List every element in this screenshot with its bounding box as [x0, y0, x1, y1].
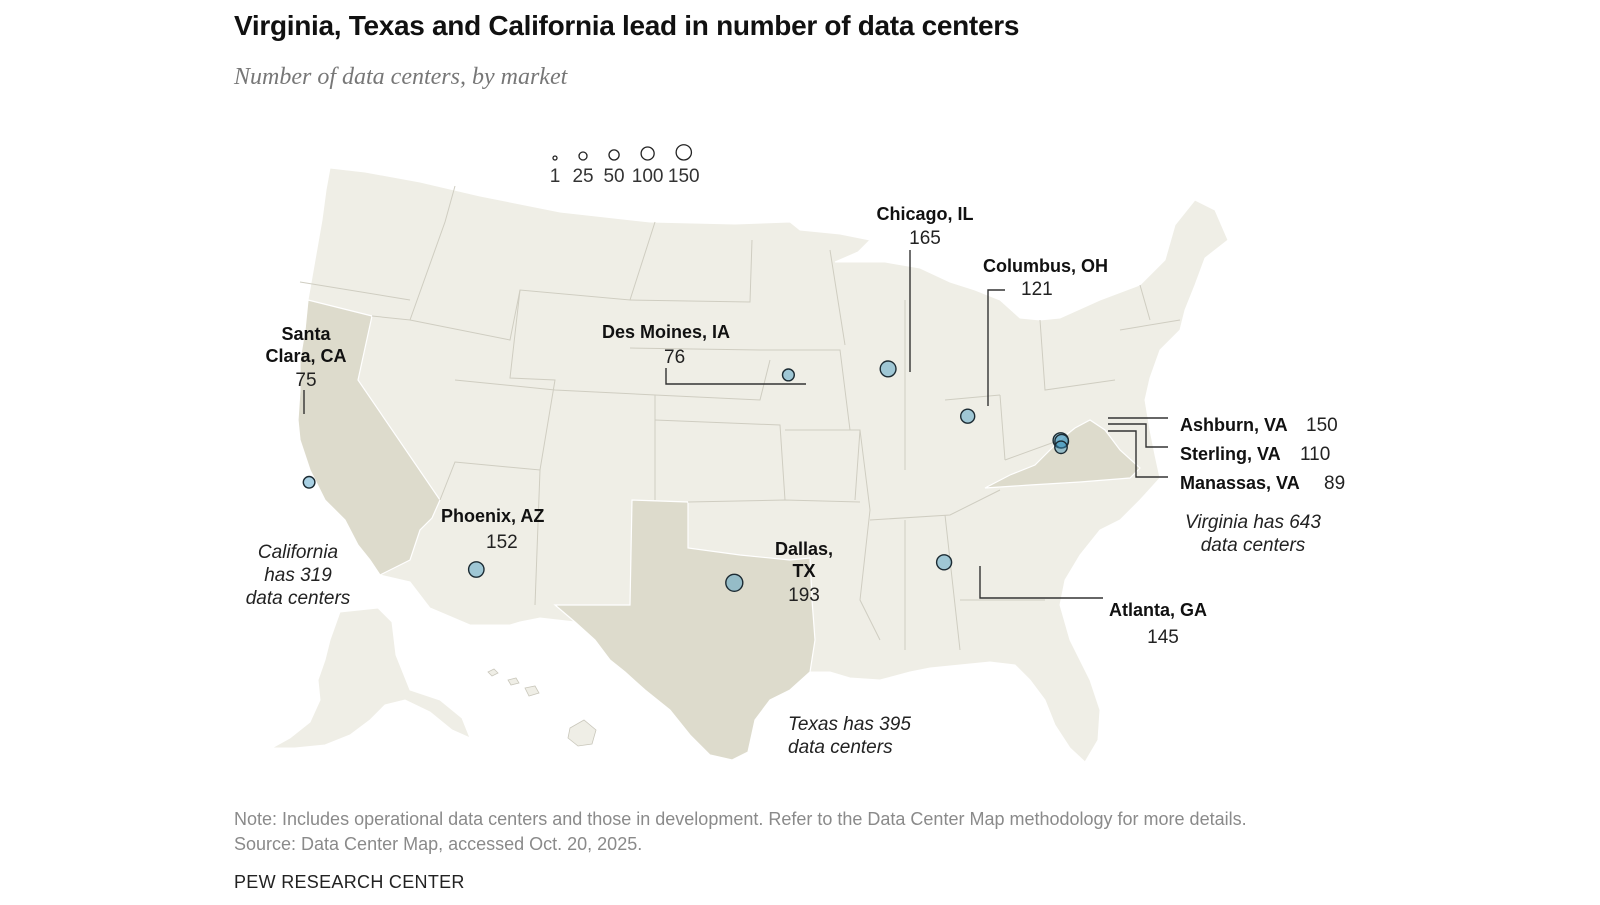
alaska-shape — [270, 607, 471, 749]
market-value-ashburn: 150 — [1306, 415, 1338, 436]
market-bubble-0 — [879, 360, 897, 378]
market-label-phoenix: Phoenix, AZ — [441, 506, 544, 526]
size-legend: 1 25 50 100 150 — [550, 144, 700, 187]
market-value-atlanta: 145 — [1147, 627, 1179, 648]
market-label-columbus: Columbus, OH — [983, 256, 1108, 276]
bubble-layer — [302, 360, 1070, 592]
market-label-santa-clara-line2: Clara, CA — [265, 346, 346, 366]
market-value-manassas: 89 — [1324, 473, 1345, 494]
market-bubble-4 — [467, 561, 485, 578]
legend-circle-150 — [675, 144, 693, 161]
california-note-line1: California — [258, 542, 338, 563]
market-bubble-5 — [725, 573, 744, 592]
market-label-dallas-line1: Dallas, — [775, 539, 833, 559]
market-bubble-3 — [302, 475, 316, 489]
note-text: Note: Includes operational data centers … — [234, 809, 1247, 829]
virginia-note-line2: data centers — [1201, 535, 1306, 556]
hawaii-shape — [487, 668, 597, 747]
market-value-columbus: 121 — [1021, 279, 1053, 300]
market-value-des-moines: 76 — [664, 347, 685, 368]
leader-des-moines — [665, 368, 806, 385]
legend-label-1: 1 — [550, 166, 561, 187]
leader-manassas — [1108, 430, 1168, 478]
state-borders — [299, 185, 1181, 651]
market-bubble-9 — [1054, 440, 1068, 455]
market-label-atlanta: Atlanta, GA — [1109, 600, 1207, 620]
texas-note-line2: data centers — [788, 737, 893, 758]
market-label-santa-clara-line1: Santa — [281, 324, 331, 344]
market-value-chicago: 165 — [909, 228, 941, 249]
brand-logo-text: PEW RESEARCH CENTER — [234, 872, 465, 892]
us-data-center-map: 1 25 50 100 150 Chicago, IL 165 Columbus, OH… — [246, 144, 1345, 763]
legend-circle-1 — [552, 155, 558, 161]
market-label-des-moines: Des Moines, IA — [602, 322, 730, 342]
market-label-manassas: Manassas, VA — [1180, 473, 1300, 493]
california-note-line3: data centers — [246, 588, 351, 609]
california-note-line2: has 319 — [264, 565, 332, 586]
source-text: Source: Data Center Map, accessed Oct. 2… — [234, 834, 643, 854]
leader-atlanta — [979, 566, 1103, 599]
legend-label-100: 100 — [632, 166, 664, 187]
market-bubble-2 — [781, 368, 796, 382]
virginia-note-line1: Virginia has 643 — [1185, 512, 1321, 533]
legend-label-50: 50 — [603, 166, 624, 187]
legend-circle-50 — [608, 149, 620, 161]
market-label-dallas-line2: TX — [792, 561, 815, 581]
legend-circle-100 — [640, 146, 655, 161]
leader-columbus — [987, 289, 1005, 406]
texas-shape — [553, 499, 816, 761]
market-value-dallas: 193 — [788, 585, 820, 606]
legend-circle-25 — [578, 151, 588, 161]
leader-sterling — [1108, 423, 1168, 448]
market-value-santa-clara: 75 — [295, 370, 316, 391]
land-layer — [270, 167, 1229, 763]
chart-title: Virginia, Texas and California lead in n… — [234, 10, 1020, 41]
market-label-ashburn: Ashburn, VA — [1180, 415, 1288, 435]
chart-note: Note: Includes operational data centers … — [234, 807, 1247, 857]
contiguous-us-shape — [297, 167, 1229, 763]
market-label-sterling: Sterling, VA — [1180, 444, 1281, 464]
market-bubble-1 — [960, 408, 976, 424]
market-bubble-6 — [935, 554, 953, 571]
market-label-chicago: Chicago, IL — [876, 204, 973, 224]
legend-label-25: 25 — [572, 166, 593, 187]
texas-note-line1: Texas has 395 — [788, 714, 911, 735]
market-value-sterling: 110 — [1300, 444, 1330, 465]
annotation-layer: Chicago, IL 165 Columbus, OH 121 Des Moi… — [246, 204, 1345, 758]
legend-label-150: 150 — [668, 166, 700, 187]
chart-subtitle: Number of data centers, by market — [234, 64, 568, 90]
market-value-phoenix: 152 — [486, 532, 518, 553]
